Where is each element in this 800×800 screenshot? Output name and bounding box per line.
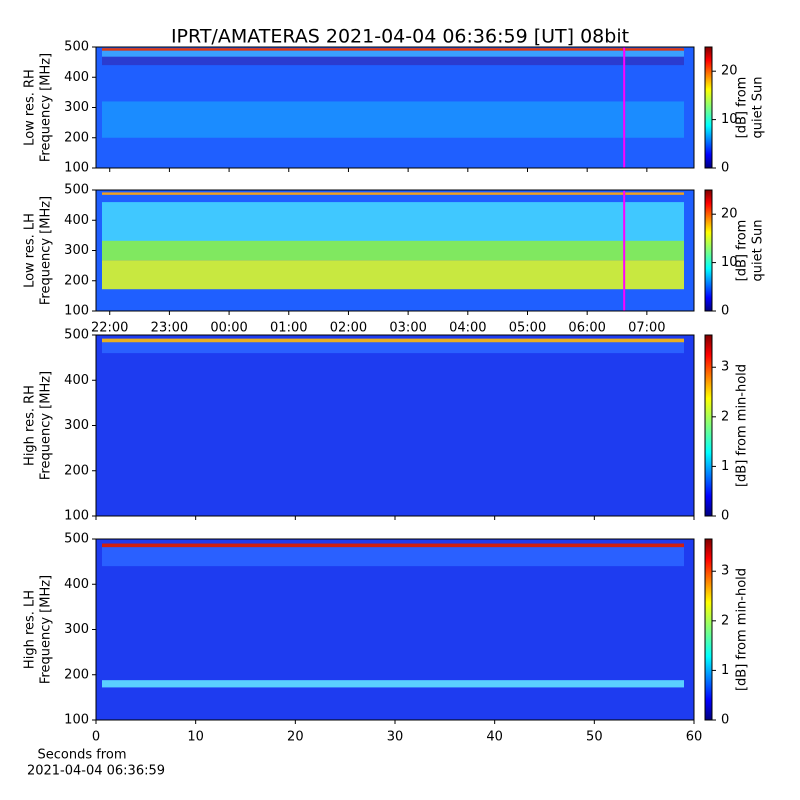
colorbar-tick-label: 1 xyxy=(721,663,729,678)
figure-title: IPRT/AMATERAS 2021-04-04 06:36:59 [UT] 0… xyxy=(171,26,629,48)
colorbar-tick-label: 20 xyxy=(721,64,738,79)
x-tick-label: 40 xyxy=(486,730,503,745)
y-axis-label: Low res. RH xyxy=(23,69,38,146)
x-tick-label: 22:00 xyxy=(91,321,128,336)
colorbar-tick-label: 1 xyxy=(721,459,729,474)
colorbar-tick-label: 2 xyxy=(721,613,729,628)
spectrogram-band xyxy=(102,48,684,51)
y-tick-label: 100 xyxy=(64,509,89,524)
spectrogram-band xyxy=(102,260,684,290)
x-tick-label: 05:00 xyxy=(509,321,546,336)
spectrogram-band xyxy=(96,335,694,516)
spectrogram-band xyxy=(102,340,684,354)
colorbar xyxy=(704,189,713,312)
y-tick-label: 500 xyxy=(64,328,89,343)
y-tick-label: 300 xyxy=(64,243,89,258)
spectrogram-band xyxy=(102,544,684,567)
spectrogram-band xyxy=(102,680,684,688)
y-tick-label: 200 xyxy=(64,463,89,478)
y-axis-label: Frequency [MHz] xyxy=(39,575,54,684)
y-tick-label: 300 xyxy=(64,100,89,115)
colorbar-tick-label: 10 xyxy=(721,255,738,270)
colorbar xyxy=(704,46,713,169)
spectrogram-band xyxy=(102,543,684,548)
y-tick-label: 500 xyxy=(64,183,89,198)
spectrogram-band xyxy=(102,50,684,57)
x-tick-label: 30 xyxy=(387,730,404,745)
colorbar-tick-label: 2 xyxy=(721,409,729,424)
colorbar-tick-label: 20 xyxy=(721,207,738,222)
spectrogram-band xyxy=(96,539,694,720)
colorbar-tick-label: 3 xyxy=(721,360,729,375)
x-tick-label: 60 xyxy=(686,730,703,745)
colorbar-label: [dB] from min-hold xyxy=(735,364,750,487)
x-tick-label: 0 xyxy=(92,730,100,745)
x-tick-label: 50 xyxy=(586,730,603,745)
x-tick-label: 02:00 xyxy=(330,321,367,336)
x-tick-label: 20 xyxy=(287,730,304,745)
y-axis-label: Frequency [MHz] xyxy=(39,53,54,162)
colorbar-tick-label: 0 xyxy=(721,509,729,524)
y-tick-label: 400 xyxy=(64,213,89,228)
y-axis-label: Low res. LH xyxy=(23,213,38,288)
y-tick-label: 200 xyxy=(64,667,89,682)
y-tick-label: 100 xyxy=(64,161,89,176)
x-tick-label: 10 xyxy=(187,730,204,745)
y-axis-label: High res. LH xyxy=(23,590,38,669)
y-axis-label: Frequency [MHz] xyxy=(39,371,54,480)
x-tick-label: 06:00 xyxy=(568,321,605,336)
colorbar-label: [dB] from xyxy=(735,77,750,139)
colorbar-label: [dB] from min-hold xyxy=(735,568,750,691)
y-tick-label: 200 xyxy=(64,130,89,145)
y-axis-label: High res. RH xyxy=(23,385,38,466)
colorbar-tick-label: 0 xyxy=(721,161,729,176)
spectrogram-band xyxy=(102,192,684,195)
y-tick-label: 300 xyxy=(64,622,89,637)
colorbar-tick-label: 10 xyxy=(721,112,738,127)
y-tick-label: 400 xyxy=(64,577,89,592)
spectrogram-band xyxy=(102,101,684,138)
y-axis-label: Frequency [MHz] xyxy=(39,196,54,305)
colorbar xyxy=(704,538,713,721)
x-axis-label: Seconds from xyxy=(37,748,126,763)
colorbar-label: quiet Sun xyxy=(751,219,766,281)
spectrogram-band xyxy=(102,338,684,343)
colorbar-tick-label: 3 xyxy=(721,564,729,579)
colorbar-label: [dB] from xyxy=(735,220,750,282)
x-tick-label: 23:00 xyxy=(151,321,188,336)
colorbar-tick-label: 0 xyxy=(721,713,729,728)
x-tick-label: 03:00 xyxy=(389,321,426,336)
x-tick-label: 04:00 xyxy=(449,321,486,336)
spectrogram-band xyxy=(102,240,684,261)
y-tick-label: 200 xyxy=(64,273,89,288)
y-tick-label: 100 xyxy=(64,304,89,319)
x-axis-label: 2021-04-04 06:36:59 xyxy=(27,764,165,779)
colorbar-tick-label: 0 xyxy=(721,304,729,319)
colorbar-label: quiet Sun xyxy=(751,76,766,138)
x-tick-label: 01:00 xyxy=(270,321,307,336)
y-tick-label: 400 xyxy=(64,373,89,388)
y-tick-label: 500 xyxy=(64,532,89,547)
colorbar xyxy=(704,334,713,517)
x-tick-label: 07:00 xyxy=(628,321,665,336)
y-tick-label: 500 xyxy=(64,40,89,55)
y-tick-label: 100 xyxy=(64,713,89,728)
x-tick-label: 00:00 xyxy=(210,321,247,336)
y-tick-label: 300 xyxy=(64,418,89,433)
y-tick-label: 400 xyxy=(64,70,89,85)
